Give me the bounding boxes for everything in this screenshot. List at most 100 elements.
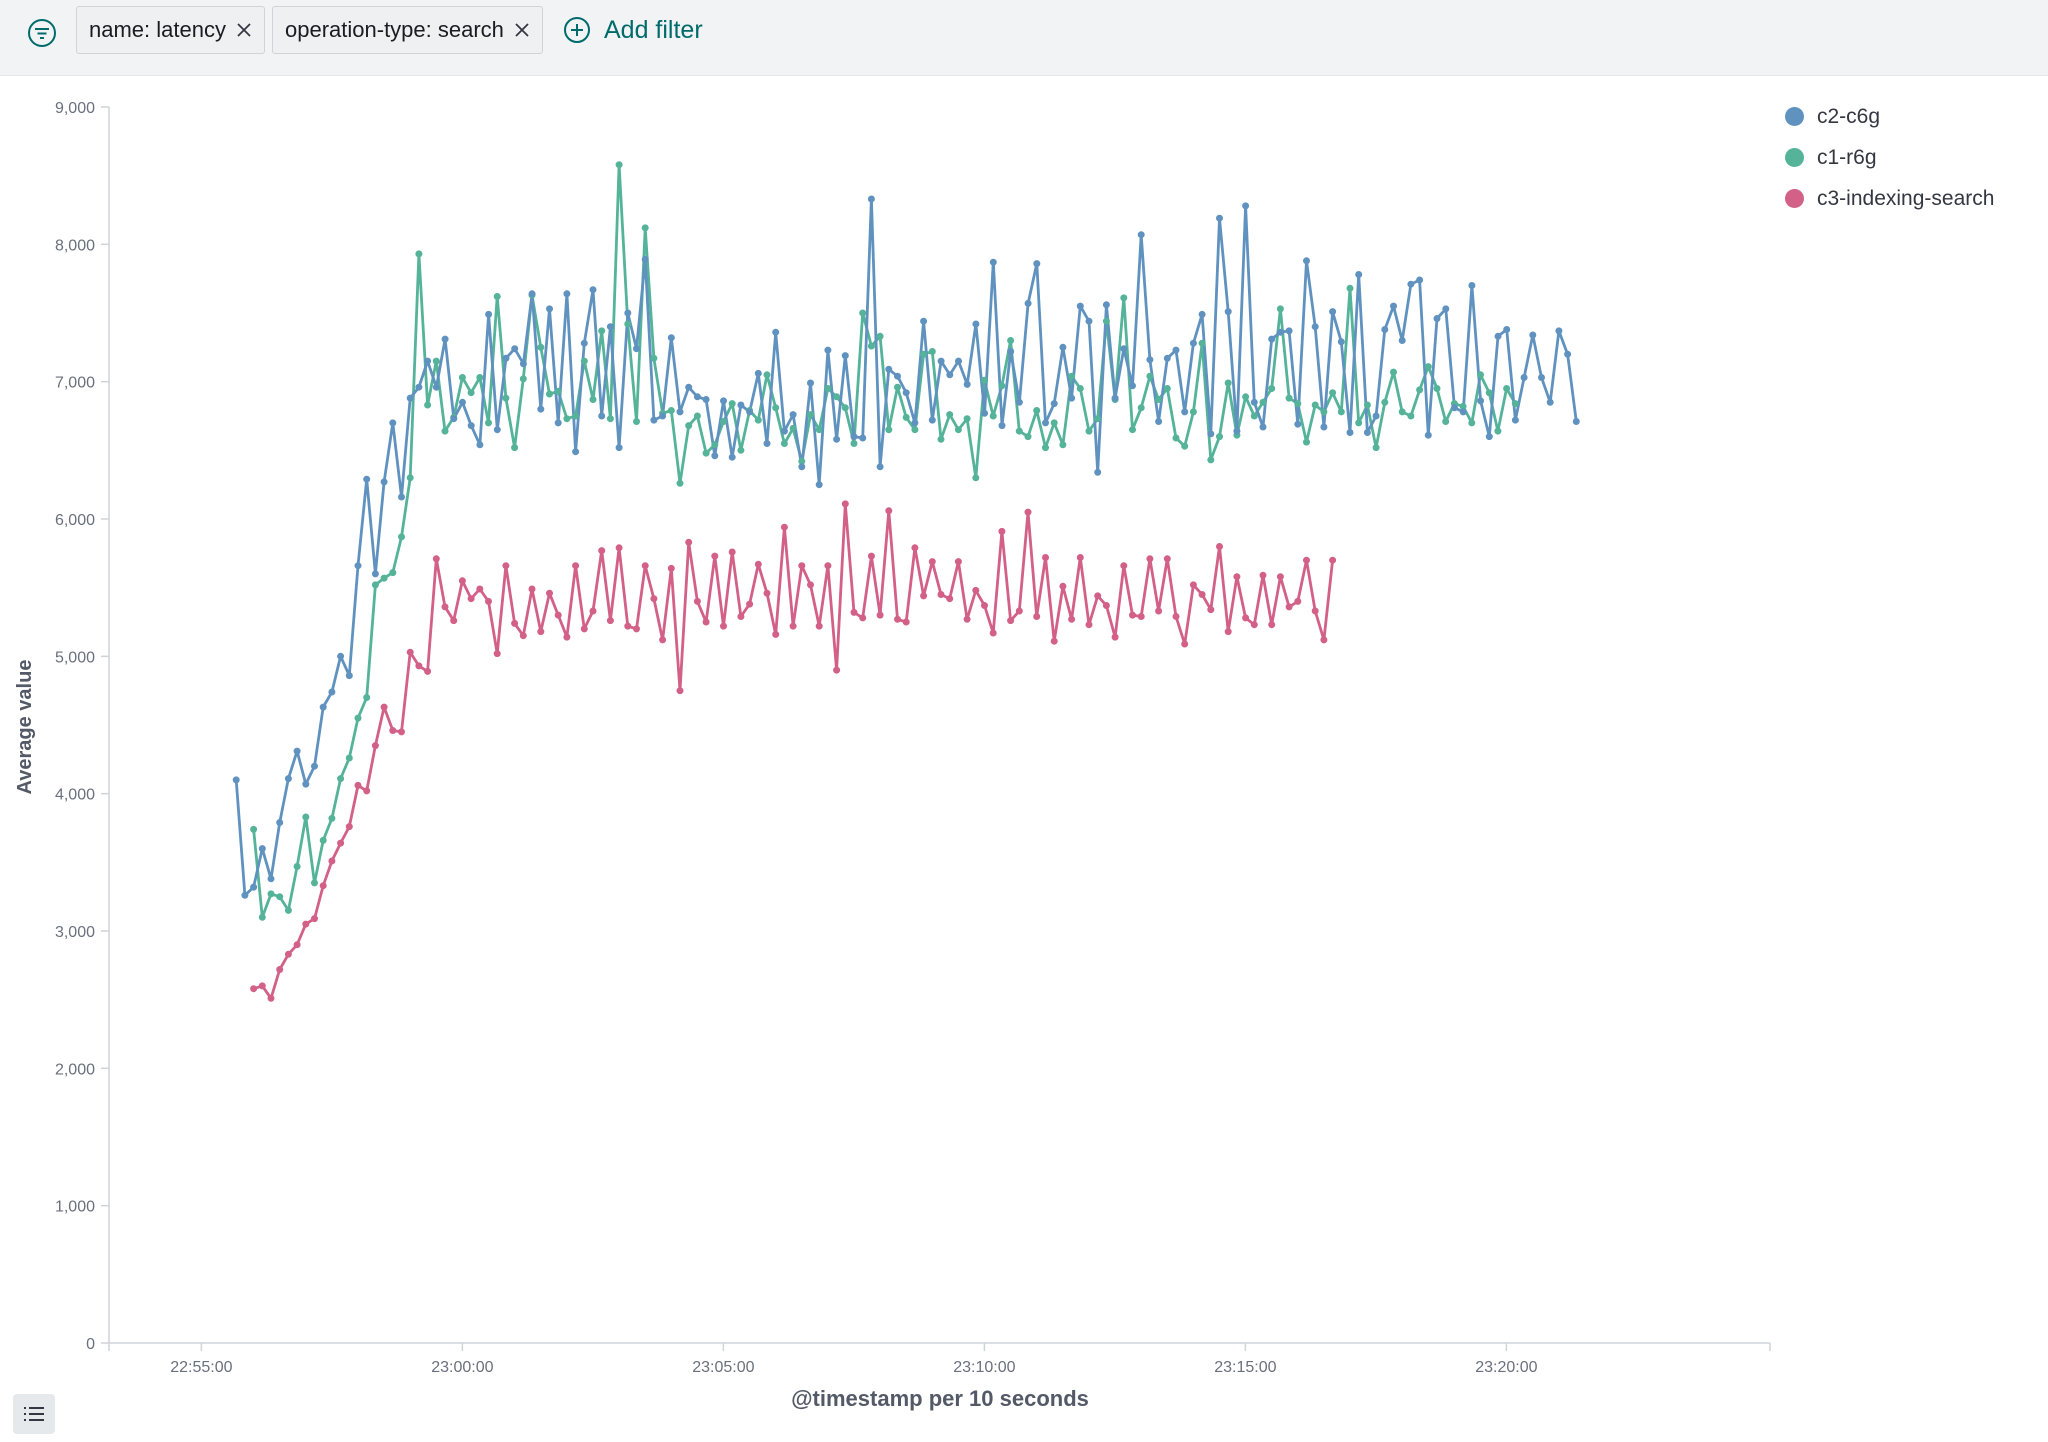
data-point-c2-c6g <box>798 463 806 471</box>
data-point-c1-r6g <box>1442 418 1450 425</box>
data-point-c3-indexing-search <box>511 619 519 627</box>
data-point-c3-indexing-search <box>989 629 997 637</box>
data-point-c2-c6g <box>963 380 971 388</box>
data-point-c1-r6g <box>511 444 519 452</box>
data-point-c1-r6g <box>859 309 867 317</box>
data-point-c1-r6g <box>963 415 971 423</box>
data-point-c3-indexing-search <box>1276 573 1284 581</box>
data-point-c1-r6g <box>902 413 910 421</box>
data-point-c1-r6g <box>1198 339 1206 347</box>
data-point-c3-indexing-search <box>1311 607 1319 615</box>
data-point-c1-r6g <box>1137 404 1145 412</box>
data-point-c2-c6g <box>1363 429 1371 436</box>
data-point-c2-c6g <box>1303 257 1310 265</box>
data-point-c1-r6g <box>615 161 623 169</box>
data-point-c2-c6g <box>380 478 388 486</box>
y-tick-label: 4,000 <box>55 787 95 804</box>
data-point-c1-r6g <box>807 411 814 419</box>
data-point-c1-r6g <box>850 440 858 447</box>
data-point-c2-c6g <box>780 427 788 435</box>
data-point-c3-indexing-search <box>1146 555 1154 563</box>
data-point-c3-indexing-search <box>807 581 814 589</box>
data-point-c1-r6g <box>972 474 980 482</box>
filter-menu-button[interactable] <box>26 17 58 49</box>
data-point-c2-c6g <box>859 434 867 442</box>
data-point-c1-r6g <box>676 479 684 487</box>
data-point-c2-c6g <box>754 369 762 377</box>
data-point-c1-r6g <box>1094 415 1102 423</box>
data-point-c2-c6g <box>371 570 379 578</box>
data-point-c2-c6g <box>345 672 353 680</box>
data-point-c3-indexing-search <box>1233 573 1241 581</box>
data-point-c1-r6g <box>424 401 432 409</box>
data-point-c3-indexing-search <box>902 618 910 626</box>
data-point-c2-c6g <box>1398 337 1406 344</box>
data-point-c2-c6g <box>1233 427 1241 435</box>
data-point-c3-indexing-search <box>676 687 684 695</box>
add-filter-button[interactable]: Add filter <box>563 12 703 48</box>
data-point-c1-r6g <box>1102 317 1110 325</box>
filter-pill-operation-type[interactable]: operation-type: search <box>272 6 543 54</box>
data-point-c2-c6g <box>441 335 449 343</box>
data-point-c3-indexing-search <box>824 562 832 570</box>
data-point-c1-r6g <box>1329 389 1337 397</box>
x-axis-title: @timestamp per 10 seconds <box>791 1386 1089 1411</box>
filter-pill-name[interactable]: name: latency <box>76 6 265 54</box>
data-point-c2-c6g <box>1102 301 1110 309</box>
data-point-c3-indexing-search <box>641 562 649 570</box>
data-point-c2-c6g <box>302 780 310 788</box>
data-point-c2-c6g <box>232 776 240 784</box>
data-point-c3-indexing-search <box>937 591 945 598</box>
data-point-c3-indexing-search <box>328 857 336 865</box>
data-point-c1-r6g <box>1381 398 1389 406</box>
data-point-c1-r6g <box>1024 433 1032 441</box>
data-point-c1-r6g <box>1355 419 1363 427</box>
data-point-c3-indexing-search <box>963 615 971 623</box>
data-point-c2-c6g <box>1433 315 1441 322</box>
data-point-c1-r6g <box>1068 372 1076 380</box>
data-point-c2-c6g <box>894 372 901 380</box>
y-tick-label: 2,000 <box>55 1061 95 1078</box>
close-icon[interactable] <box>514 22 530 38</box>
data-point-c1-r6g <box>1259 398 1267 406</box>
data-point-c1-r6g <box>789 424 797 432</box>
data-point-c2-c6g <box>1042 419 1049 427</box>
data-point-c1-r6g <box>606 415 614 423</box>
data-point-c3-indexing-search <box>580 625 588 633</box>
data-point-c2-c6g <box>1442 305 1450 313</box>
toggle-legend-button[interactable] <box>13 1394 55 1434</box>
data-point-c3-indexing-search <box>1094 592 1102 600</box>
legend-color-dot <box>1785 148 1804 167</box>
close-icon[interactable] <box>236 22 252 38</box>
legend-item-c3-indexing-search[interactable]: c3-indexing-search <box>1785 178 1994 219</box>
legend-item-c2-c6g[interactable]: c2-c6g <box>1785 96 1994 137</box>
data-point-c3-indexing-search <box>1050 637 1058 645</box>
data-point-c1-r6g <box>406 474 414 482</box>
filter-pill-label: name: latency <box>89 17 226 42</box>
data-point-c3-indexing-search <box>780 523 788 531</box>
data-point-c2-c6g <box>1076 302 1084 310</box>
data-point-c3-indexing-search <box>354 781 362 789</box>
data-point-c2-c6g <box>1120 345 1128 353</box>
data-point-c1-r6g <box>554 387 562 395</box>
data-point-c3-indexing-search <box>258 982 266 990</box>
data-point-c2-c6g <box>580 339 588 347</box>
data-point-c1-r6g <box>1181 442 1189 450</box>
data-point-c1-r6g <box>711 441 719 449</box>
data-point-c1-r6g <box>650 354 658 362</box>
data-point-c2-c6g <box>1259 423 1267 431</box>
data-point-c2-c6g <box>1381 326 1389 333</box>
data-point-c2-c6g <box>1511 416 1519 424</box>
legend-item-c1-r6g[interactable]: c1-r6g <box>1785 137 1994 178</box>
data-point-c1-r6g <box>815 426 823 434</box>
data-point-c3-indexing-search <box>528 585 536 593</box>
data-point-c3-indexing-search <box>380 703 388 711</box>
data-point-c1-r6g <box>772 404 780 412</box>
data-point-c3-indexing-search <box>554 611 562 619</box>
data-point-c2-c6g <box>1216 214 1223 222</box>
data-point-c1-r6g <box>754 416 762 424</box>
data-point-c3-indexing-search <box>406 648 414 656</box>
data-point-c2-c6g <box>1276 328 1284 336</box>
data-point-c2-c6g <box>1329 308 1337 316</box>
data-point-c3-indexing-search <box>789 622 797 630</box>
